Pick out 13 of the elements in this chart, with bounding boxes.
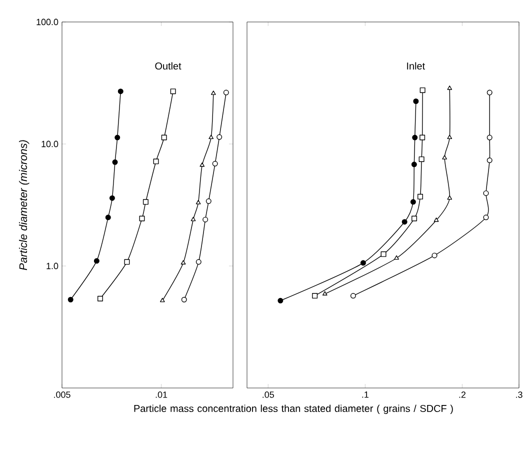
x-tick-label: .005 [54,392,70,398]
x-axis-title: Particle mass concentration less than stated diameter ( grains / SDCF ) [134,404,453,414]
x-tick-label: .05 [262,392,274,398]
annotation: Outlet [155,62,182,70]
x-tick-label: .2 [459,392,466,398]
x-tick-label: .3 [516,392,522,398]
x-tick-label: .01 [156,392,168,398]
y-axis-title: Particle diameter (microns) [18,140,30,270]
annotation: Inlet [407,62,425,70]
x-tick-label: .1 [362,392,368,398]
y-tick-label: 10.0 [42,140,58,148]
y-tick-label: 1.0 [46,262,58,270]
y-tick-label: 100.0 [36,18,58,26]
